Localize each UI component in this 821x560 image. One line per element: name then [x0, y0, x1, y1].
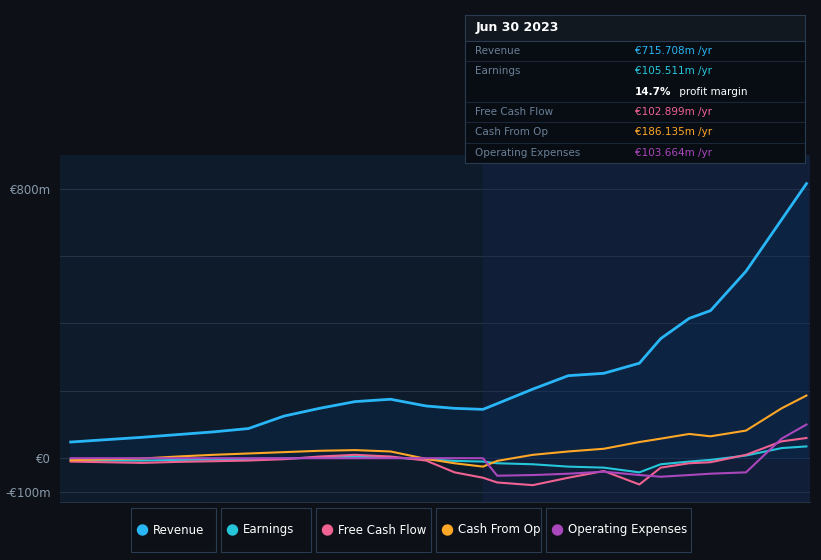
Text: €186.135m /yr: €186.135m /yr	[635, 128, 712, 137]
Text: Cash From Op: Cash From Op	[457, 524, 540, 536]
Text: €103.664m /yr: €103.664m /yr	[635, 148, 712, 158]
Text: €105.511m /yr: €105.511m /yr	[635, 67, 712, 76]
Bar	[483, 155, 810, 502]
Circle shape	[443, 525, 452, 535]
Text: Operating Expenses: Operating Expenses	[475, 148, 580, 158]
FancyBboxPatch shape	[435, 508, 540, 552]
Text: Free Cash Flow: Free Cash Flow	[337, 524, 426, 536]
Circle shape	[227, 525, 237, 535]
Bar	[465, 15, 805, 41]
Text: €715.708m /yr: €715.708m /yr	[635, 46, 712, 56]
Circle shape	[323, 525, 333, 535]
Text: Operating Expenses: Operating Expenses	[567, 524, 686, 536]
Text: profit margin: profit margin	[676, 87, 747, 97]
FancyBboxPatch shape	[221, 508, 310, 552]
Text: Revenue: Revenue	[153, 524, 204, 536]
Text: Free Cash Flow: Free Cash Flow	[475, 107, 553, 117]
Circle shape	[137, 525, 148, 535]
Text: Revenue: Revenue	[475, 46, 521, 56]
Text: Cash From Op: Cash From Op	[475, 128, 548, 137]
FancyBboxPatch shape	[315, 508, 430, 552]
Text: €102.899m /yr: €102.899m /yr	[635, 107, 712, 117]
FancyBboxPatch shape	[131, 508, 215, 552]
Text: 14.7%: 14.7%	[635, 87, 672, 97]
Text: Earnings: Earnings	[242, 524, 294, 536]
Text: Jun 30 2023: Jun 30 2023	[475, 21, 558, 35]
Circle shape	[553, 525, 562, 535]
Text: Earnings: Earnings	[475, 67, 521, 76]
FancyBboxPatch shape	[545, 508, 690, 552]
